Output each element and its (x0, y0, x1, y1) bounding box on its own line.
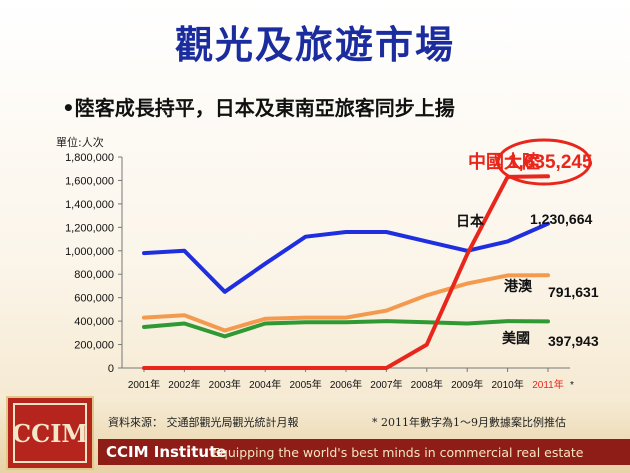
y-tick-label: 1,600,000 (65, 175, 114, 187)
slide-title: 觀光及旅遊市場 (174, 22, 455, 67)
y-tick-label: 0 (108, 363, 114, 375)
x-tick-label: 2001年 (128, 378, 160, 391)
institute-tagline: Equipping the world's best minds in comm… (212, 445, 584, 460)
x-tick-label: 2008年 (411, 378, 443, 391)
series-name-label: 美國 (502, 330, 530, 347)
ccim-logo-text: CCIM (12, 403, 88, 463)
institute-bar (98, 439, 630, 465)
x-tick-label: 2005年 (289, 378, 321, 391)
bullet-point: •陸客成長持平，日本及東南亞旅客同步上揚 (62, 96, 455, 120)
estimate-note: * 2011年數字為1～9月數據案比例推估 (372, 416, 566, 429)
x-tick-label: 2004年 (249, 378, 281, 391)
y-tick-label: 1,200,000 (65, 222, 114, 234)
series-end-value: 1,230,664 (530, 211, 592, 227)
y-tick-label: 600,000 (74, 293, 114, 305)
series-name-label: 中國大陸 (468, 151, 540, 173)
y-tick-label: 200,000 (74, 340, 114, 352)
source-note: 資料來源： 交通部觀光局觀光統計月報 (108, 416, 299, 429)
series-end-value: 397,943 (548, 333, 599, 349)
x-tick-label: 2006年 (330, 378, 362, 391)
y-tick-label: 800,000 (74, 269, 114, 281)
unit-label: 單位:人次 (56, 136, 104, 149)
series-line-3 (142, 319, 550, 339)
y-tick-label: 400,000 (74, 316, 114, 328)
x-tick-label: 2009年 (451, 378, 483, 391)
series-name-label: 港澳 (504, 278, 533, 295)
series-line-1 (142, 221, 550, 294)
series-line-0 (142, 174, 550, 370)
x-tick-label: 2003年 (209, 378, 241, 391)
ccim-logo: CCIM (6, 396, 94, 470)
x-tick-label: 2011年 (532, 378, 564, 391)
series-end-value: 1,635,245 (508, 152, 593, 173)
x-tick-note: * (570, 380, 574, 391)
y-tick-label: 1,000,000 (65, 246, 114, 258)
highlight-ellipse (496, 138, 592, 186)
y-tick-label: 1,400,000 (65, 199, 114, 211)
series-name-label: 日本 (456, 213, 485, 230)
x-tick-label: 2002年 (168, 378, 200, 391)
y-tick-label: 1,800,000 (65, 152, 114, 164)
institute-name: CCIM Institute (106, 443, 227, 461)
series-end-value: 791,631 (548, 284, 599, 300)
x-tick-label: 2007年 (370, 378, 402, 391)
line-chart: 0 200,000 400,000 600,000 800,000 1,000,000 1,… (65, 138, 599, 391)
x-tick-label: 2010年 (491, 378, 523, 391)
series-line-2 (142, 273, 550, 333)
